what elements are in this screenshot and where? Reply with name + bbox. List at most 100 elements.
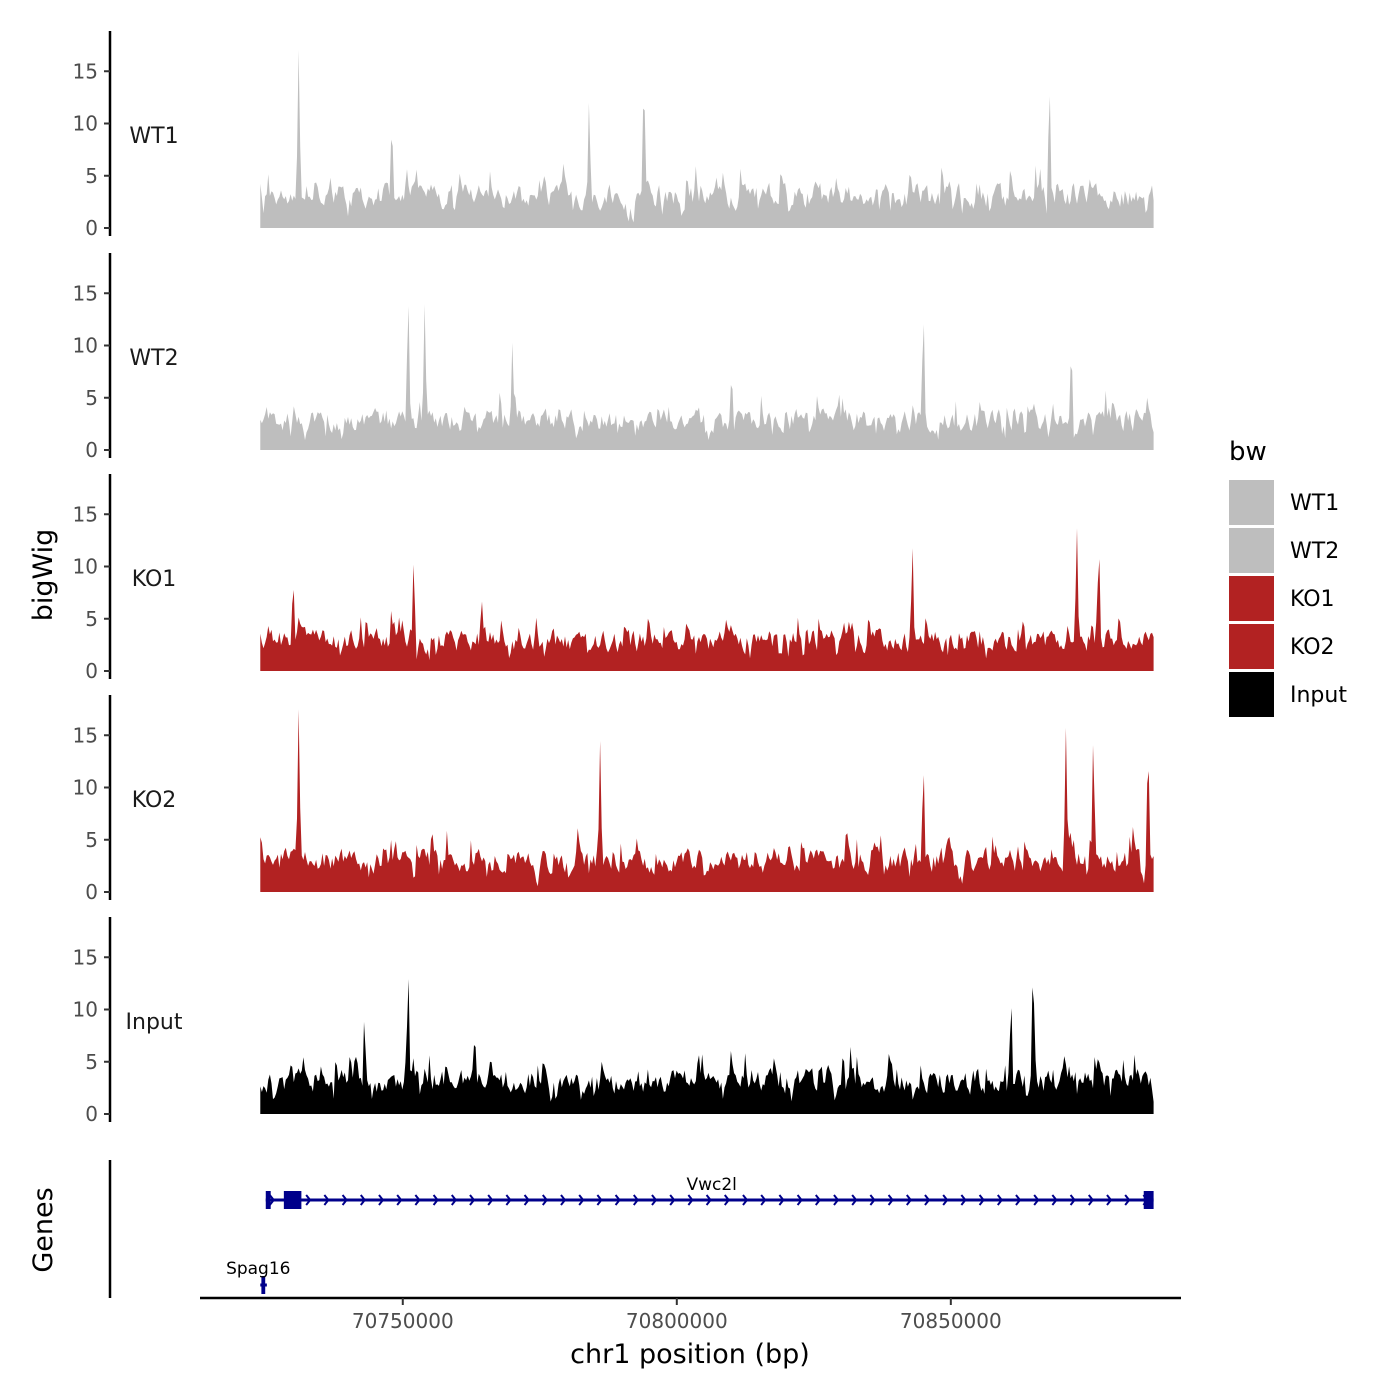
strand-chevron: [305, 1194, 312, 1206]
y-tick-label: 15: [73, 281, 98, 305]
y-tick-label: 5: [85, 164, 98, 188]
y-tick-label: 15: [73, 945, 98, 969]
strand-chevron: [560, 1194, 567, 1206]
legend-label-ko2: KO2: [1290, 635, 1335, 660]
legend-swatch-ko1: [1229, 576, 1274, 621]
strand-chevron: [432, 1194, 439, 1206]
legend-label-input: Input: [1290, 683, 1347, 708]
strand-chevron: [960, 1194, 967, 1206]
strand-chevron: [742, 1194, 749, 1206]
strand-chevron: [1051, 1194, 1058, 1206]
strand-chevron: [632, 1194, 640, 1206]
strand-chevron: [687, 1194, 694, 1206]
gene-spag16: Spag16: [226, 1259, 291, 1294]
coverage-area-wt1: [260, 50, 1154, 228]
strand-chevron: [778, 1194, 785, 1206]
y-axis-title: bigWig: [28, 529, 59, 622]
strand-chevron: [796, 1194, 803, 1206]
exon: [283, 1191, 302, 1209]
y-tick-label: 0: [85, 438, 98, 462]
legend-label-wt2: WT2: [1290, 539, 1339, 564]
legend-swatch-ko2: [1229, 624, 1274, 669]
y-tick-label: 0: [85, 216, 98, 240]
legend-label-wt1: WT1: [1290, 491, 1339, 516]
strand-chevron: [978, 1194, 985, 1206]
y-tick-label: 15: [73, 59, 98, 83]
coverage-area-input: [260, 979, 1154, 1114]
y-tick-label: 10: [73, 776, 98, 800]
track-ko1: 0 5 10 15 KO1: [73, 474, 1154, 683]
strand-chevron: [505, 1194, 512, 1206]
strand-chevron: [414, 1194, 421, 1206]
strand-chevron: [469, 1194, 476, 1206]
track-label: KO1: [132, 567, 177, 592]
track-label: Input: [126, 1010, 183, 1035]
coverage-area-ko2: [260, 709, 1154, 892]
strand-chevron: [760, 1194, 767, 1206]
y-tick-label: 0: [85, 1102, 98, 1126]
strand-chevron: [851, 1194, 858, 1206]
track-wt2: 0 5 10 15 WT2: [73, 253, 1154, 462]
strand-chevron: [450, 1194, 458, 1206]
strand-chevron: [396, 1194, 403, 1206]
strand-chevron: [905, 1194, 913, 1206]
strand-chevron: [596, 1194, 603, 1206]
y-tick-label: 5: [85, 386, 98, 410]
strand-chevron: [578, 1194, 585, 1206]
x-axis-title: chr1 position (bp): [570, 1339, 810, 1370]
y-tick-label: 15: [73, 502, 98, 526]
track-label: WT1: [129, 124, 178, 149]
track-label: KO2: [132, 788, 177, 813]
exon: [261, 1276, 266, 1294]
y-tick-label: 10: [73, 998, 98, 1022]
track-label: WT2: [129, 346, 178, 371]
legend-title: bw: [1229, 437, 1267, 467]
strand-chevron: [1069, 1194, 1076, 1206]
strand-chevron: [487, 1194, 494, 1206]
strand-chevron: [614, 1194, 621, 1206]
strand-chevron: [268, 1194, 276, 1206]
x-tick-label: 70800000: [626, 1309, 728, 1333]
strand-chevron: [541, 1194, 549, 1206]
y-tick-label: 0: [85, 659, 98, 683]
coverage-area-ko1: [260, 528, 1154, 671]
strand-chevron: [1015, 1194, 1022, 1206]
y-tick-label: 0: [85, 880, 98, 904]
strand-chevron: [814, 1194, 822, 1206]
strand-chevron: [523, 1194, 530, 1206]
y-tick-label: 5: [85, 828, 98, 852]
strand-chevron: [341, 1194, 348, 1206]
x-tick-label: 70850000: [900, 1309, 1002, 1333]
y-tick-label: 15: [73, 723, 98, 747]
gene-label: Vwc2l: [686, 1175, 736, 1195]
strand-chevron: [924, 1194, 931, 1206]
y-tick-label: 10: [73, 334, 98, 358]
strand-chevron: [378, 1194, 385, 1206]
track-ko2: 0 5 10 15 KO2: [73, 695, 1154, 904]
strand-chevron: [705, 1194, 712, 1206]
legend-swatch-wt1: [1229, 480, 1274, 525]
gene-vwc2l: Vwc2l: [265, 1175, 1154, 1209]
track-input: 0 5 10 15 Input: [73, 917, 1154, 1126]
legend-swatch-wt2: [1229, 528, 1274, 573]
genes-axis-title: Genes: [28, 1187, 59, 1272]
x-tick-label: 70750000: [352, 1309, 454, 1333]
exon: [265, 1191, 271, 1209]
strand-chevron: [887, 1194, 894, 1206]
strand-chevron: [359, 1194, 367, 1206]
coverage-tracks: 0 5 10 15 WT1 0 5 10 15 WT2 0 5 10 15 KO1 0 5 10 15 KO2 0 5 10…: [73, 31, 1154, 1126]
strand-chevron: [723, 1194, 731, 1206]
coverage-area-wt2: [260, 304, 1154, 450]
x-axis: 70750000 70800000 70850000: [200, 1296, 1181, 1333]
strand-chevron: [323, 1194, 330, 1206]
y-tick-label: 5: [85, 1050, 98, 1074]
genes-panel: Vwc2l Spag16: [108, 1160, 1154, 1298]
strand-chevron: [1106, 1194, 1113, 1206]
strand-chevron: [833, 1194, 840, 1206]
legend: bw WT1 WT2 KO1 KO2 Input: [1229, 437, 1347, 717]
gene-label: Spag16: [226, 1259, 290, 1279]
strand-chevron: [669, 1194, 676, 1206]
y-tick-label: 5: [85, 607, 98, 631]
